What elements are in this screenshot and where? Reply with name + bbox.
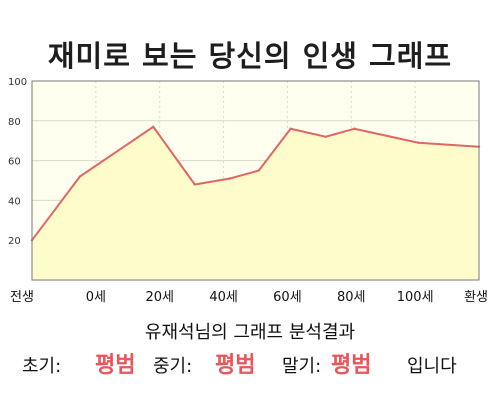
data-point: [257, 169, 260, 172]
y-tick-label: 40: [8, 196, 21, 207]
middle-label: 중기:: [153, 356, 193, 377]
page-title: 재미로 보는 당신의 인생 그래프: [47, 39, 453, 73]
y-axis-ticks: 20 40 60 80 100: [8, 77, 27, 247]
data-point: [417, 141, 420, 144]
area-fill: [32, 126, 479, 280]
plot-border: [31, 80, 480, 281]
result-summary: 초기: 평범 중기: 평범 말기: 평범 입니다: [0, 346, 500, 380]
y-tick-label: 100: [8, 77, 27, 88]
data-point: [289, 127, 292, 130]
late-verdict: 평범: [331, 353, 372, 378]
x-tick-label: 60세: [273, 290, 302, 305]
y-tick-label: 20: [8, 236, 21, 247]
result-heading: 유재석님의 그래프 분석결과: [144, 322, 356, 343]
data-point: [193, 183, 197, 186]
middle-verdict: 평범: [215, 353, 256, 378]
x-tick-label: 0세: [86, 290, 106, 305]
data-point: [324, 135, 327, 138]
data-point: [78, 175, 82, 178]
x-tick-label: 환생: [464, 290, 488, 305]
x-tick-label: 100세: [397, 290, 434, 305]
x-tick-label: 전생: [10, 290, 34, 305]
data-point: [353, 127, 356, 130]
x-tick-label: 40세: [209, 290, 238, 305]
x-tick-label: 80세: [337, 290, 366, 305]
y-tick-label: 80: [8, 117, 21, 128]
early-verdict: 평범: [95, 353, 136, 378]
x-tick-label: 20세: [145, 290, 174, 305]
late-label: 말기:: [282, 356, 322, 377]
x-axis-ticks: 전생 0세 20세 40세 60세 80세 100세 환생: [10, 290, 488, 305]
result-ending: 입니다: [407, 356, 457, 377]
y-tick-label: 60: [8, 157, 21, 168]
data-point: [152, 125, 155, 128]
early-label: 초기:: [22, 356, 62, 377]
data-point: [228, 177, 232, 180]
